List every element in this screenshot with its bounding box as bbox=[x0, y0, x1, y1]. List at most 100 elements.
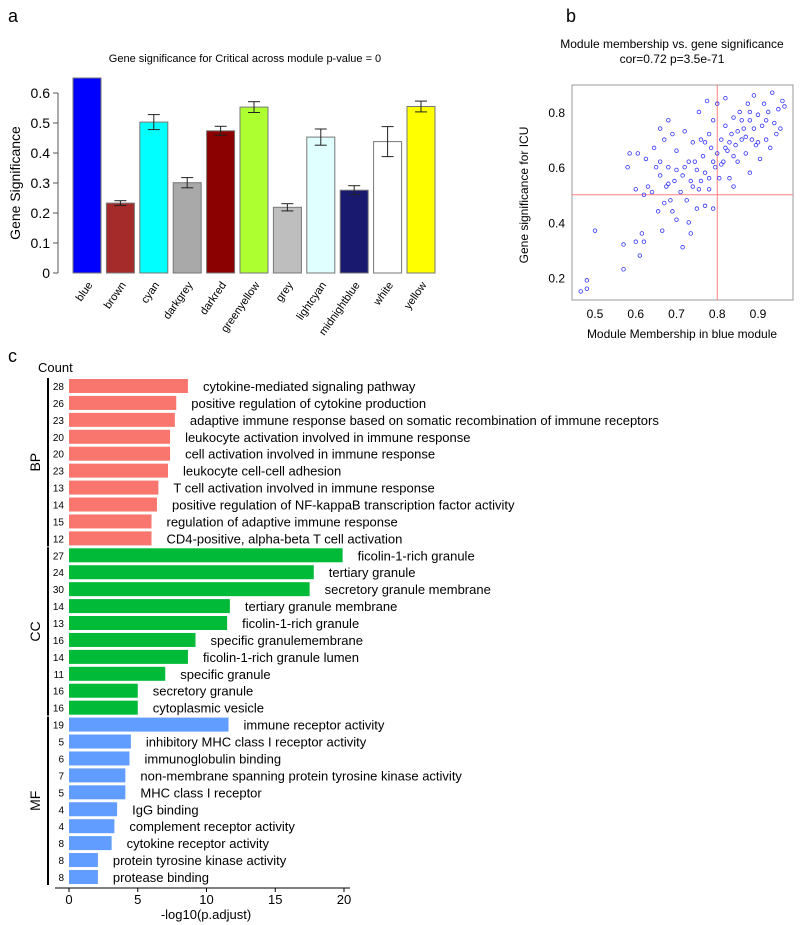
data-point bbox=[706, 176, 712, 181]
data-point bbox=[686, 159, 691, 164]
term-label: specific granule bbox=[180, 667, 270, 682]
data-point bbox=[668, 198, 673, 203]
data-point bbox=[674, 148, 679, 153]
panel-b-scatter: Module membership vs. gene significance … bbox=[517, 37, 794, 341]
data-point bbox=[782, 104, 787, 109]
enrichment-bar bbox=[69, 548, 343, 563]
term-label: secretory granule bbox=[153, 684, 253, 699]
data-point bbox=[710, 206, 716, 211]
data-point bbox=[763, 118, 769, 123]
count-label: 8 bbox=[58, 856, 64, 867]
count-label: 5 bbox=[58, 788, 64, 799]
y-tick-label: 0.4 bbox=[548, 216, 565, 230]
data-point bbox=[698, 137, 704, 142]
data-point bbox=[682, 129, 687, 134]
chart-b-ylabel: Gene significance for ICU bbox=[517, 127, 531, 264]
data-point bbox=[660, 228, 665, 233]
term-label: IgG binding bbox=[132, 802, 199, 817]
term-label: regulation of adaptive immune response bbox=[167, 514, 398, 529]
data-point bbox=[584, 286, 590, 291]
enrichment-bar bbox=[69, 429, 171, 444]
term-label: CD4-positive, alpha-beta T cell activati… bbox=[167, 531, 403, 546]
term-label: cell activation involved in immune respo… bbox=[185, 447, 435, 462]
data-point bbox=[658, 159, 663, 164]
data-point bbox=[757, 156, 763, 162]
y-tick-label: 0.8 bbox=[548, 106, 565, 120]
enrichment-bar bbox=[69, 565, 314, 580]
data-point bbox=[778, 126, 783, 131]
x-tick-label: blue bbox=[74, 280, 96, 304]
term-label: ficolin-1-rich granule bbox=[242, 616, 359, 631]
count-label: 8 bbox=[58, 873, 64, 884]
enrichment-bar bbox=[69, 751, 130, 766]
data-point bbox=[719, 137, 724, 142]
data-point bbox=[723, 95, 728, 101]
data-point bbox=[770, 90, 775, 95]
count-label: 12 bbox=[53, 534, 65, 545]
data-point bbox=[643, 156, 649, 162]
data-point bbox=[755, 140, 761, 145]
data-point bbox=[655, 209, 661, 214]
term-label: adaptive immune response based on somati… bbox=[190, 413, 659, 428]
data-point bbox=[688, 178, 693, 184]
data-point bbox=[698, 178, 704, 184]
data-point bbox=[666, 118, 671, 123]
data-point bbox=[686, 220, 691, 225]
data-point bbox=[761, 101, 767, 106]
x-tick-label: 15 bbox=[268, 892, 282, 907]
count-label: 7 bbox=[58, 771, 64, 782]
data-point bbox=[721, 159, 726, 164]
x-tick-label: yellow bbox=[402, 280, 429, 312]
data-point bbox=[776, 107, 781, 112]
bar-brown bbox=[105, 202, 135, 274]
data-point bbox=[584, 278, 590, 283]
data-point bbox=[774, 131, 779, 137]
data-point bbox=[708, 145, 714, 151]
data-point bbox=[680, 245, 685, 250]
data-point bbox=[684, 198, 689, 203]
term-label: inhibitory MHC class I receptor activity bbox=[146, 735, 367, 750]
data-point bbox=[704, 98, 710, 104]
data-point bbox=[662, 200, 667, 206]
y-tick-label: 0.5 bbox=[31, 115, 51, 131]
x-tick-label: grey bbox=[274, 279, 296, 304]
data-point bbox=[639, 231, 645, 236]
bar-darkred bbox=[206, 130, 236, 274]
data-point bbox=[717, 176, 722, 181]
enrichment-bar bbox=[69, 819, 115, 834]
data-point bbox=[729, 131, 734, 137]
count-label: 23 bbox=[53, 467, 65, 478]
count-header: Count bbox=[38, 360, 73, 375]
x-tick-label: 5 bbox=[134, 892, 141, 907]
y-tick-label: 0.6 bbox=[31, 85, 51, 101]
data-point bbox=[702, 140, 708, 145]
chart-a-title: Gene significance for Critical across mo… bbox=[109, 53, 381, 65]
group-label-MF: MF bbox=[27, 791, 43, 811]
x-tick-label: darkgrey bbox=[161, 279, 196, 321]
data-point bbox=[739, 118, 744, 123]
data-point bbox=[690, 140, 695, 145]
data-point bbox=[688, 231, 693, 236]
term-label: protease binding bbox=[113, 870, 209, 885]
data-point bbox=[666, 181, 671, 186]
data-point bbox=[664, 184, 669, 189]
bar-white bbox=[373, 141, 403, 274]
data-point bbox=[747, 118, 753, 123]
data-point bbox=[725, 148, 730, 153]
enrichment-bar bbox=[69, 717, 229, 732]
group-label-CC: CC bbox=[27, 621, 43, 641]
data-point bbox=[780, 98, 785, 104]
enrichment-bar bbox=[69, 395, 177, 410]
x-tick-label: white bbox=[371, 280, 396, 309]
data-point bbox=[747, 170, 753, 175]
data-point bbox=[696, 109, 702, 115]
count-label: 8 bbox=[58, 839, 64, 850]
data-point bbox=[723, 145, 728, 151]
data-point bbox=[633, 239, 638, 244]
x-tick-label: lightcyan bbox=[295, 280, 330, 322]
chart-b-title: Module membership vs. gene significance bbox=[560, 37, 784, 51]
x-tick-label: brown bbox=[102, 280, 129, 311]
data-point bbox=[755, 112, 761, 117]
count-label: 16 bbox=[53, 636, 65, 647]
y-tick-label: 0.4 bbox=[31, 145, 51, 161]
